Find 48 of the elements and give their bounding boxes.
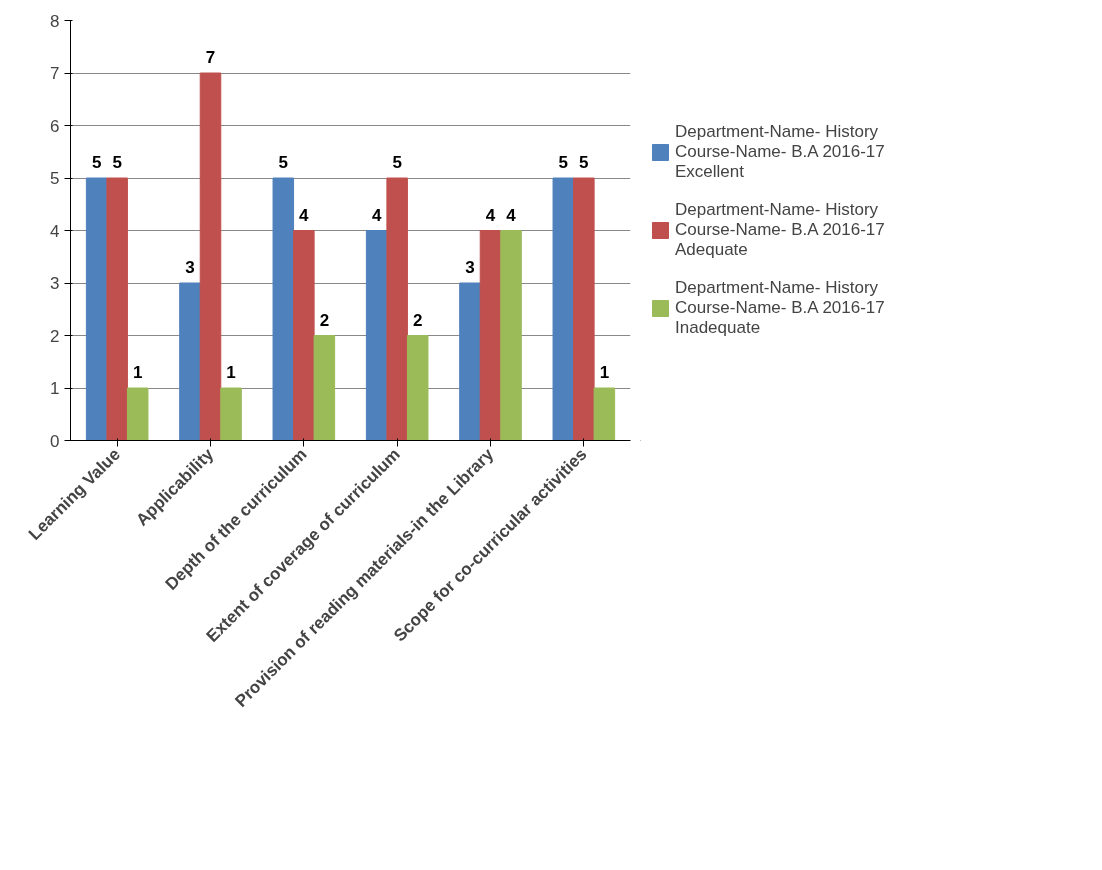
- data-label: 3: [185, 258, 195, 277]
- data-label: 2: [412, 310, 423, 330]
- data-label: 5: [579, 153, 589, 172]
- y-tick-label: 3: [50, 274, 60, 293]
- data-label: 4: [371, 205, 382, 225]
- data-label: 5: [392, 153, 402, 172]
- bar: [179, 282, 201, 441]
- y-tick-label: 1: [50, 379, 60, 398]
- y-tick-label: 5: [50, 169, 60, 188]
- bar: [552, 177, 575, 441]
- data-label: 1: [599, 363, 610, 382]
- data-label: 1: [132, 363, 143, 382]
- bar: [406, 335, 429, 441]
- y-tick-label: 6: [50, 116, 60, 136]
- data-label: 7: [205, 48, 216, 67]
- y-tick-label: 4: [50, 221, 60, 241]
- bar: [199, 72, 222, 441]
- y-tick-label: 8: [50, 11, 60, 31]
- data-label: 4: [506, 205, 517, 225]
- data-label: 5: [112, 153, 122, 172]
- data-label: 3: [465, 258, 475, 277]
- bar: [313, 335, 336, 441]
- data-label: 1: [226, 363, 236, 382]
- data-label: 2: [319, 310, 330, 330]
- y-tick-label: 7: [50, 64, 60, 83]
- data-label: 4: [485, 205, 496, 225]
- bar: [573, 177, 595, 441]
- y-tick-label: 0: [50, 431, 60, 451]
- legend-label: Department-Name- History Course-Name- B.A 2016-17 Excellent: [675, 122, 885, 182]
- data-label: 5: [558, 153, 569, 172]
- bar: [126, 387, 149, 441]
- bar: [365, 230, 388, 441]
- data-label: 5: [91, 153, 102, 172]
- data-label: 4: [299, 205, 310, 225]
- bar: [459, 282, 481, 441]
- legend-label: Department-Name- History Course-Name- B.A 2016-17 Inadequate: [675, 278, 885, 338]
- bar: [479, 230, 502, 441]
- bar: [85, 177, 108, 441]
- y-tick-label: 2: [50, 326, 60, 346]
- data-label: 5: [278, 153, 289, 172]
- bar: [593, 387, 616, 441]
- bar: [293, 230, 315, 441]
- legend-label: Department-Name- History Course-Name- B.A 2016-17 Adequate: [675, 200, 885, 260]
- bar: [500, 230, 522, 441]
- bar: [386, 177, 408, 441]
- bar: [272, 177, 295, 441]
- bar: [106, 177, 128, 441]
- bar: [220, 387, 242, 441]
